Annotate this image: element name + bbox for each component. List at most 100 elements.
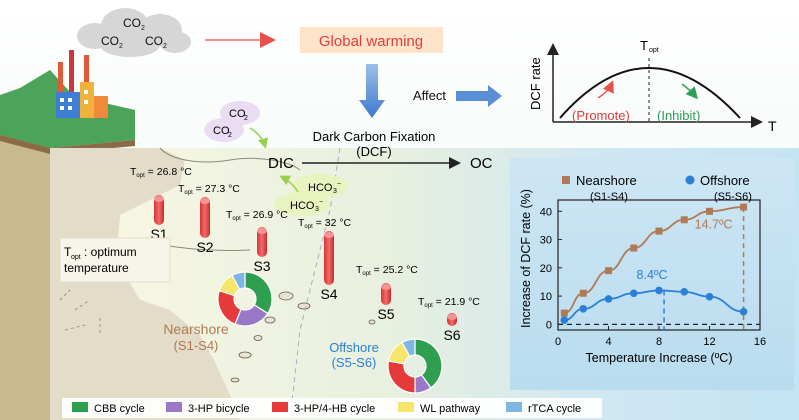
legend-swatch-3-hp-bicycle (166, 402, 182, 412)
station-bar-s3 (257, 227, 267, 257)
chart-xtick-4: 4 (605, 336, 611, 348)
chart-ytick-0: 0 (546, 319, 552, 331)
chart-xtick-8: 8 (656, 336, 662, 348)
station-topt-s2: Topt = 27.3 °C (178, 183, 240, 196)
station-bar-s1 (154, 195, 164, 225)
station-topt-s6: Topt = 21.9 °C (418, 296, 480, 309)
nearshore-pie-chart (217, 271, 273, 327)
station-label-s6: S6 (443, 327, 460, 343)
nearshore-offshore-boundary (289, 147, 341, 420)
promote-label: (Promote) (572, 108, 630, 123)
co2-label-1: CO (123, 16, 141, 30)
offshore-label: Offshore (329, 340, 379, 355)
series-point-offshore (604, 295, 613, 303)
svg-text:opt: opt (649, 47, 659, 54)
topt-label-nearshore: 14.7ºC (695, 217, 733, 231)
topt-note-line2: temperature (64, 261, 129, 275)
series-point-offshore (655, 286, 663, 295)
factory-icon (56, 50, 108, 118)
hco3-label-2: HCO (290, 200, 315, 212)
legend-swatch-cbb-cycle (72, 402, 88, 412)
affect-label: Affect (413, 88, 446, 103)
svg-text:opt: opt (71, 254, 81, 261)
nearshore-slice-rtca-cycle (231, 271, 246, 291)
offshore-pie-chart (387, 338, 443, 394)
pathway-legend-box (62, 398, 602, 418)
series-point-nearshore (680, 216, 688, 224)
svg-text:2: 2 (228, 132, 232, 139)
station-label-s4: S4 (320, 286, 337, 302)
chart-legend-marker-offshore (685, 175, 695, 185)
dcf-rate-ylabel: DCF rate (528, 57, 543, 110)
coast-land (50, 148, 240, 420)
oc-label: OC (470, 155, 493, 172)
increase-chart: 0 10 20 30 40 0 4 8 12 16 Temperature Increase (ºC… (519, 173, 766, 365)
legend-label-3-hp-4-hb-cycle: 3-HP/4-HB cycle (294, 403, 375, 415)
station-topt-s5: Topt = 25.2 °C (356, 264, 418, 277)
topt-curve-label: T (640, 38, 648, 53)
svg-text:−: − (337, 181, 341, 188)
co2-bubble-label-2: CO (213, 125, 230, 137)
svg-text:3: 3 (315, 206, 319, 213)
topt-label-offshore: 8.4ºC (637, 268, 668, 282)
series-point-offshore (739, 307, 748, 316)
global-warming-box (300, 27, 443, 53)
series-point-nearshore (630, 244, 638, 252)
series-point-nearshore (579, 289, 587, 297)
series-point-nearshore (605, 267, 612, 275)
co2-bubble-2 (204, 118, 244, 142)
nearshore-sub: (S1-S4) (174, 338, 219, 353)
chart-legend-label-nearshore: Nearshore (576, 173, 637, 188)
dcf-rate-curve-panel: DCF rate T T opt (Promote) (Inhibit) (528, 38, 777, 134)
series-point-offshore (579, 305, 588, 313)
nearshore-label: Nearshore (163, 321, 229, 337)
inhibit-label: (Inhibit) (657, 108, 700, 123)
pathway-legend: CBB cycle 3-HP bicycle 3-HP/4-HB cycle WL p… (72, 402, 581, 415)
dic-label: DIC (268, 155, 294, 172)
chart-ylabel: Increase of DCF rate (%) (519, 189, 533, 328)
islands (230, 291, 376, 383)
co2-bubble-label-1: CO (229, 108, 246, 120)
topt-note-box (59, 237, 171, 283)
legend-swatch-wl-pathway (398, 402, 414, 412)
legend-swatch-rtca-cycle (506, 402, 522, 412)
chart-xtick-0: 0 (555, 336, 561, 348)
global-warming-text: Global warming (319, 33, 423, 50)
series-point-offshore (705, 292, 714, 301)
co2-label-2: CO (101, 34, 119, 48)
topt-note-symbol: T (64, 245, 72, 259)
co2-cloud (77, 8, 191, 57)
svg-text:−: − (319, 199, 323, 206)
svg-text:2: 2 (141, 25, 145, 32)
station-label-s2: S2 (196, 239, 213, 255)
svg-text:2: 2 (119, 43, 123, 50)
station-label-s5: S5 (377, 306, 394, 322)
svg-text:2: 2 (163, 43, 167, 50)
station-topt-s4: Topt = 32 °C (298, 217, 352, 230)
chart-xlabel: Temperature Increase (ºC) (586, 351, 733, 365)
series-point-nearshore (706, 207, 713, 215)
hco3-label-1: HCO (308, 182, 333, 194)
series-point-offshore (680, 288, 689, 296)
down-arrow (359, 64, 385, 118)
chart-xtick-16: 16 (754, 336, 766, 348)
legend-label-cbb-cycle: CBB cycle (94, 403, 145, 415)
legend-label-rtca-cycle: rTCA cycle (528, 403, 581, 415)
increase-chart-panel (510, 158, 794, 390)
series-point-nearshore (560, 309, 568, 317)
legend-label-3-hp-bicycle: 3-HP bicycle (188, 403, 250, 415)
chart-ytick-30: 30 (540, 235, 552, 247)
station-bar-s2 (200, 197, 210, 238)
offshore-slice-rtca-cycle (401, 338, 416, 358)
svg-text:2: 2 (244, 115, 248, 122)
station-label-s3: S3 (253, 258, 270, 274)
series-point-offshore (629, 289, 638, 298)
station-topt-s3: Topt = 26.9 °C (226, 209, 288, 222)
chart-xtick-12: 12 (703, 336, 715, 348)
legend-label-wl-pathway: WL pathway (420, 403, 481, 415)
chart-legend-label-offshore: Offshore (700, 173, 750, 188)
station-bar-s4 (324, 231, 334, 285)
chart-legend-sub-nearshore: (S1-S4) (590, 191, 628, 203)
